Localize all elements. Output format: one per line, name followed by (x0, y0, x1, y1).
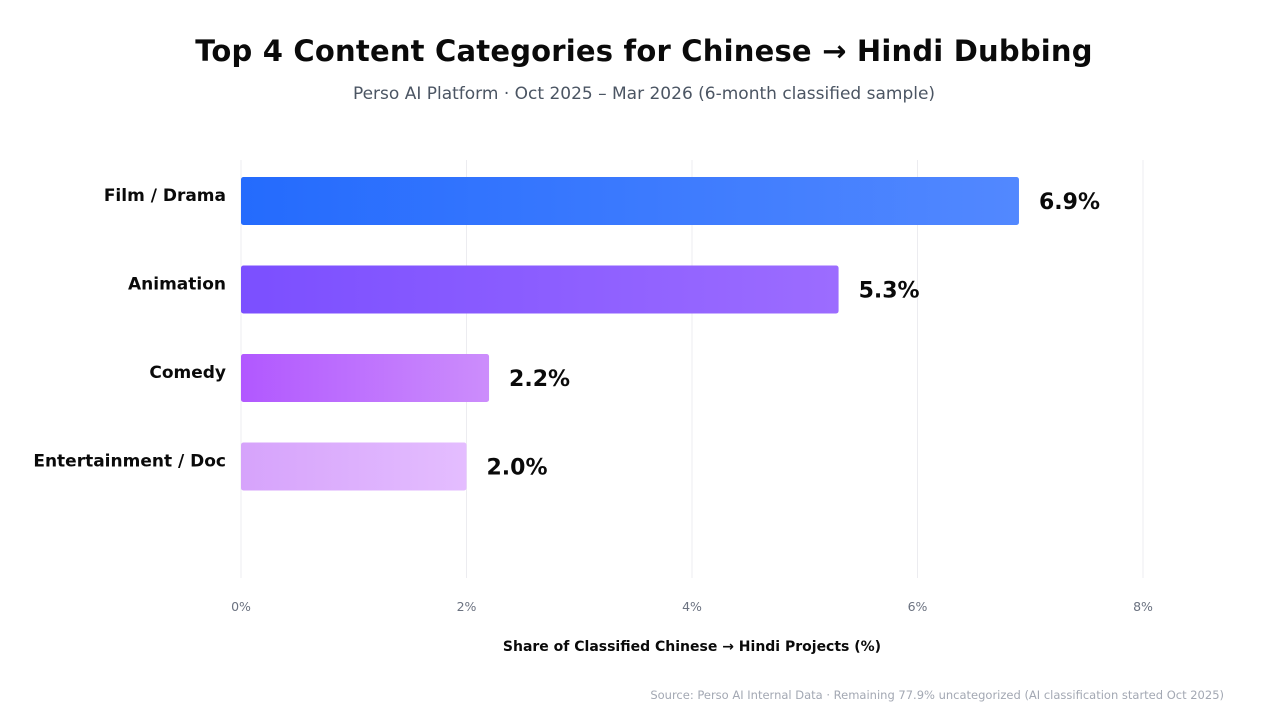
bar-4 (241, 442, 467, 491)
x-tick-label: 0% (231, 599, 251, 614)
x-tick-label: 8% (1133, 599, 1153, 614)
category-label: Entertainment / Doc (33, 452, 226, 472)
category-label: Comedy (149, 363, 226, 383)
bar-3 (241, 354, 490, 402)
x-tick-label: 6% (908, 599, 928, 614)
value-label: 6.9% (1039, 190, 1100, 215)
value-label: 2.2% (509, 367, 570, 392)
value-label: 5.3% (859, 279, 920, 304)
x-tick-label: 4% (682, 599, 702, 614)
chart-title: Top 4 Content Categories for Chinese → H… (195, 34, 1093, 68)
category-label: Film / Drama (104, 186, 226, 206)
bar-1 (241, 177, 1019, 225)
x-tick-label: 2% (457, 599, 477, 614)
bar-2 (241, 265, 839, 314)
source-note: Source: Perso AI Internal Data · Remaini… (650, 688, 1224, 702)
value-label: 2.0% (487, 456, 548, 481)
x-axis-label: Share of Classified Chinese → Hindi Proj… (503, 639, 881, 655)
chart-subtitle: Perso AI Platform · Oct 2025 – Mar 2026 … (352, 84, 936, 104)
category-label: Animation (128, 275, 226, 295)
